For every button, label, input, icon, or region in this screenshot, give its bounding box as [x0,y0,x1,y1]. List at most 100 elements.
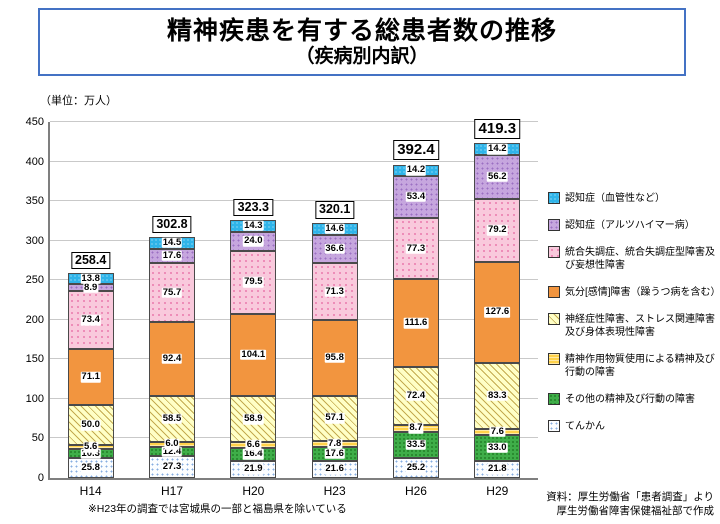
chart-legend: 認知症（血管性など） 認知症（アルツハイマー病） 統合失調症、統合失調症型障害及び妄… [548,192,720,433]
segment-value-label: 13.8 [80,272,101,284]
legend-item: 神経症性障害、ストレス関連障害及び身体表現性障害 [548,313,716,339]
y-axis-tick-label: 450 [25,116,44,128]
chart-plot-area: 25.8 10.3 5.6 50.0 71.1 73.4 8.9 13.8 258.4 H14 27… [26,116,538,498]
segment-value-label: 79.2 [487,224,508,236]
bar-segment: 21.9 [230,460,277,478]
x-axis-label: H26 [404,484,427,498]
bar-segment: 33.0 [474,434,521,461]
bar-segment: 25.2 [392,458,439,478]
unit-label: （単位：万人） [40,95,117,107]
segment-value-label: 77.3 [405,242,427,254]
legend-item: てんかん [548,420,716,433]
bar-segment: 6.6 [230,439,277,451]
y-axis-tick-label: 250 [25,274,44,287]
bar-segment: 58.9 [230,395,277,443]
segment-value-label: 33.5 [405,438,427,451]
segment-value-label: 8.7 [408,421,424,434]
segment-value-label: 58.9 [243,412,264,425]
y-axis-tick-label: 0 [37,472,44,484]
segment-value-label: 17.6 [324,447,345,460]
bars-container: 25.8 10.3 5.6 50.0 71.1 73.4 8.9 13.8 258.4 H14 27… [50,118,538,498]
segment-value-label: 104.1 [240,348,267,360]
title-box: 精神疾患を有する総患者数の推移 （疾病別内訳） [38,8,686,76]
bar-column: 25.2 33.5 8.7 72.4 111.6 77.3 53.4 14.2 392.4 H26 [375,122,456,498]
segment-value-label: 24.0 [243,234,264,247]
segment-value-label: 111.6 [403,317,429,329]
stacked-bar: 21.9 16.4 6.6 58.9 104.1 79.5 24.0 14.3 323.3 [230,122,277,478]
legend-item: 認知症（血管性など） [548,192,716,205]
segment-value-label: 7.6 [489,425,505,437]
segment-value-label: 79.5 [243,275,264,288]
gridline [50,437,538,439]
bar-segment: 57.1 [311,395,358,441]
segment-value-label: 21.6 [324,463,345,475]
legend-label: 神経症性障害、ストレス関連障害及び身体表現性障害 [565,314,715,338]
bar-segment: 36.6 [311,234,358,264]
bar-segment: 21.8 [474,460,521,478]
stacked-bar: 21.6 17.6 7.8 57.1 95.8 71.3 36.6 14.6 320.1 [311,122,358,478]
bar-segment: 72.4 [392,367,439,425]
segment-value-label: 10.3 [80,447,101,459]
footnote-source-line1: 資料：厚生労働省「患者調査」より [546,491,714,503]
segment-value-label: 17.6 [161,249,183,261]
segment-value-label: 27.3 [161,460,183,473]
segment-value-label: 8.9 [83,281,99,293]
y-axis-tick-label: 100 [25,392,44,405]
bar-column: 27.3 12.4 6.0 58.5 92.4 75.7 17.6 14.5 302.8 H17 [131,122,212,498]
gridline [50,358,538,360]
segment-value-label: 95.8 [324,351,345,363]
total-value-label: 419.3 [474,118,521,140]
y-axis-tick-label: 400 [25,155,44,168]
bar-column: 25.8 10.3 5.6 50.0 71.1 73.4 8.9 13.8 258.4 H14 [50,122,131,498]
segment-value-label: 71.3 [324,285,345,297]
bar-segment: 14.2 [474,143,521,155]
footnote-survey-note: ※H23年の調査では宮城県の一部と福島県を除いている [88,503,347,515]
segment-value-label: 14.3 [243,219,264,232]
total-value-label: 302.8 [152,215,192,234]
footnote-source-line2: 厚生労働省障害保健福祉部で作成 [556,505,715,518]
stacked-bar: 25.8 10.3 5.6 50.0 71.1 73.4 8.9 13.8 258.4 [67,122,114,478]
bar-segment: 92.4 [148,322,195,396]
total-value-label: 258.4 [71,251,111,270]
legend-item: 認知症（アルツハイマー病） [548,219,716,232]
bar-segment: 7.8 [311,437,358,450]
legend-swatch [548,246,560,258]
segment-value-label: 53.4 [405,190,427,203]
bar-segment: 95.8 [311,319,358,396]
segment-value-label: 92.4 [161,352,183,365]
segment-value-label: 14.2 [405,163,427,176]
legend-item: 精神作用物質使用による精神及び行動の障害 [548,353,716,379]
stacked-bar: 25.2 33.5 8.7 72.4 111.6 77.3 53.4 14.2 392.4 [392,122,439,478]
total-value-label: 392.4 [393,139,439,161]
segment-value-label: 33.0 [487,441,508,453]
segment-value-label: 7.8 [327,437,343,450]
segment-value-label: 25.2 [405,461,427,474]
legend-swatch [548,219,560,231]
bar-segment: 77.3 [392,217,439,280]
segment-value-label: 72.4 [405,389,427,402]
segment-value-label: 58.5 [161,412,183,424]
segment-value-label: 25.8 [80,461,101,474]
gridline [50,397,538,399]
total-value-label: 323.3 [233,198,273,217]
bar-segment: 127.6 [474,261,521,363]
bar-segment: 8.7 [392,421,439,434]
y-axis-tick-label: 50 [31,432,44,445]
x-axis-label: H17 [160,484,183,498]
segment-value-label: 56.2 [487,170,508,183]
bar-segment: 111.6 [392,279,439,368]
stacked-bar: 21.8 33.0 7.6 83.3 127.6 79.2 56.2 14.2 419.3 [474,118,521,478]
gridline [50,318,538,320]
bar-segment: 79.2 [474,199,521,262]
x-axis-label: H29 [486,484,509,498]
segment-value-label: 12.4 [161,445,183,457]
segment-value-label: 71.1 [80,371,101,383]
bar-segment: 33.5 [392,431,439,459]
legend-swatch [548,353,560,365]
bar-segment: 53.4 [392,175,439,218]
gridline [50,239,538,241]
legend-swatch [548,192,560,204]
legend-label: 認知症（アルツハイマー病） [565,220,695,231]
gridline [50,279,538,281]
y-axis-tick-label: 150 [25,353,44,366]
